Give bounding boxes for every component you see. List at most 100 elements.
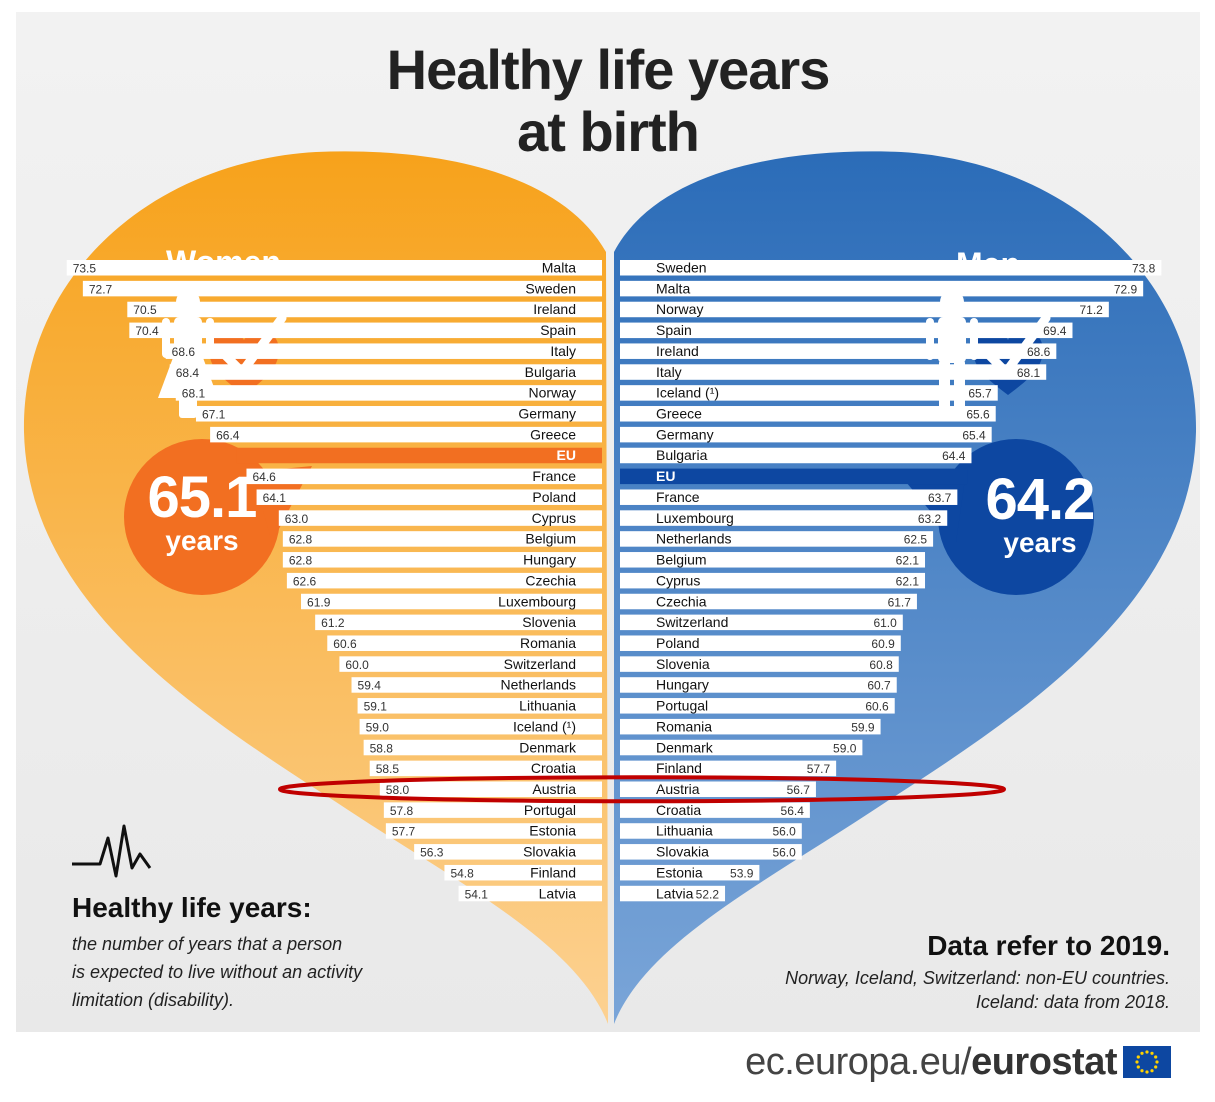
bar <box>165 343 602 359</box>
bar-category-label: Netherlands <box>501 677 577 693</box>
bar-value-label: 70.4 <box>135 324 159 338</box>
bar-value-label: 71.2 <box>1079 303 1103 317</box>
bar <box>620 677 897 693</box>
bar-value-label: 72.7 <box>89 282 113 296</box>
bar-category-label: Denmark <box>519 739 577 755</box>
bar-value-label: 60.8 <box>869 658 893 672</box>
bar <box>315 614 602 631</box>
highlight-ellipse <box>278 775 1006 804</box>
bar <box>620 698 895 714</box>
bar-value-label: 54.1 <box>465 887 489 901</box>
bar-value-label: 70.5 <box>133 303 157 317</box>
bar-category-label: Czechia <box>656 593 707 609</box>
bar <box>620 426 992 443</box>
men-hly-unit: years <box>1003 527 1077 558</box>
bar-category-label: EU <box>557 447 576 463</box>
bar-value-label: 60.6 <box>333 637 357 651</box>
bar-category-label: Portugal <box>524 802 576 818</box>
bar <box>246 468 603 485</box>
bar-category-label: Estonia <box>656 864 703 880</box>
bar-value-label: 57.8 <box>390 804 414 818</box>
footer-url-prefix[interactable]: ec.europa.eu/ <box>745 1040 972 1083</box>
bar <box>458 885 602 902</box>
bar-value-label: 56.7 <box>787 783 811 797</box>
chart-title-line1: Healthy life years <box>386 38 831 101</box>
bar-value-label: 60.6 <box>865 700 889 714</box>
bar-category-label: Netherlands <box>656 531 732 547</box>
bar <box>195 406 603 422</box>
bar-value-label: 60.7 <box>867 679 891 693</box>
bar-category-label: Luxembourg <box>656 510 734 526</box>
bar <box>369 760 602 777</box>
bar-category-label: Denmark <box>656 739 714 755</box>
bar-value-label: 61.0 <box>873 616 897 630</box>
bar-value-label: 62.1 <box>896 574 920 588</box>
bar <box>175 385 602 401</box>
bar-category-label: Ireland <box>656 343 699 359</box>
pulse-icon <box>72 824 152 878</box>
bar-category-label: Finland <box>656 760 702 776</box>
bar-category-label: Poland <box>656 635 700 651</box>
bar-value-label: 63.2 <box>918 512 942 526</box>
bar <box>620 322 1073 339</box>
bar-value-label: 58.8 <box>370 741 394 755</box>
bar-category-label: Hungary <box>523 552 576 568</box>
bar <box>620 614 903 631</box>
bar-category-label: Croatia <box>656 802 701 818</box>
bar-value-label: 54.8 <box>450 866 474 880</box>
bar-category-label: Bulgaria <box>656 447 708 463</box>
bar <box>379 781 602 797</box>
bar-value-label: 59.4 <box>358 679 382 693</box>
bar-value-label: 61.2 <box>321 616 345 630</box>
women-hly-value: 65.1 <box>147 465 258 530</box>
bar-category-label: Norway <box>529 385 576 401</box>
bar-value-label: 68.1 <box>1017 366 1041 380</box>
bar-category-label: Malta <box>542 260 576 276</box>
bar <box>620 781 816 797</box>
notes-title: Data refer to 2019. <box>927 930 1170 961</box>
definition-line: limitation (disability). <box>72 990 235 1010</box>
bar-category-label: Spain <box>656 322 692 338</box>
bar <box>66 260 602 276</box>
bar-category-label: Belgium <box>656 552 707 568</box>
bar-category-label: France <box>656 489 700 505</box>
bar <box>385 823 602 839</box>
infographic-canvas: Healthy life years at birth Women 65.1 y… <box>16 12 1200 1032</box>
bar-value-label: 68.6 <box>172 345 196 359</box>
bar-value-label: 62.8 <box>289 554 313 568</box>
bar-category-label: Germany <box>518 406 576 422</box>
bar-value-label: 56.3 <box>420 846 444 860</box>
eu-flag-icon <box>1123 1046 1171 1078</box>
bar-category-label: Iceland (¹) <box>513 718 576 734</box>
bar <box>282 531 602 547</box>
bar <box>620 885 726 902</box>
bar <box>256 489 602 505</box>
bar-value-label: 65.4 <box>962 428 986 442</box>
notes-line: Norway, Iceland, Switzerland: non-EU cou… <box>785 968 1170 988</box>
bar-value-label: 63.7 <box>928 491 952 505</box>
footer-brand[interactable]: eurostat <box>971 1040 1117 1083</box>
definition-line: is expected to live without an activity <box>72 962 363 982</box>
bar-category-label: Czechia <box>525 572 576 588</box>
bar-category-label: Switzerland <box>504 656 576 672</box>
bar-category-label: Sweden <box>525 280 576 296</box>
bar <box>620 864 760 881</box>
bar-category-label: Hungary <box>656 677 709 693</box>
bar-category-label: Sweden <box>656 260 707 276</box>
bar-category-label: Greece <box>530 426 576 442</box>
bar-value-label: 64.6 <box>252 470 276 484</box>
bar-value-label: 73.5 <box>73 262 97 276</box>
bar-value-label: 72.9 <box>1114 282 1138 296</box>
bar-category-label: Lithuania <box>656 823 713 839</box>
bar-category-label: Slovenia <box>522 614 576 630</box>
bar-category-label: Norway <box>656 301 703 317</box>
bar <box>414 844 602 860</box>
bar-value-label: 67.1 <box>202 408 226 422</box>
bar-value-label: 65.6 <box>966 408 990 422</box>
bar-category-label: Spain <box>540 322 576 338</box>
bar-value-label: 59.1 <box>364 700 388 714</box>
bar-category-label: Slovakia <box>656 844 709 860</box>
bar-category-label: Bulgaria <box>525 364 577 380</box>
bar <box>169 364 602 380</box>
bar-value-label: 62.1 <box>896 554 920 568</box>
